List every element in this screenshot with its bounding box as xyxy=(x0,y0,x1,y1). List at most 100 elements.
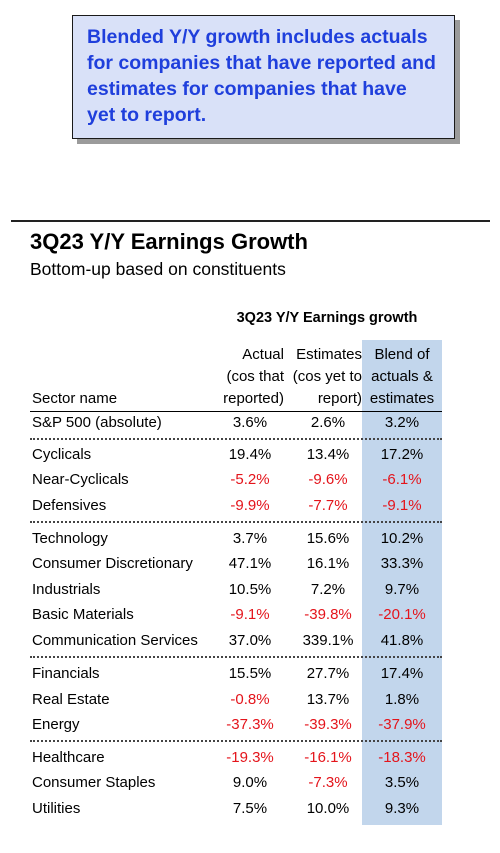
actual-value: -37.3% xyxy=(226,716,274,733)
blend-value: 1.8% xyxy=(384,691,420,708)
estimates-value: 339.1% xyxy=(302,632,354,649)
table-row: S&P 500 (absolute) 3.6% 2.6% 3.2% xyxy=(30,412,442,437)
blend-value: 17.4% xyxy=(380,665,424,682)
blend-value: 9.7% xyxy=(384,581,420,598)
sector-name: Energy xyxy=(32,716,80,733)
actual-value: 47.1% xyxy=(228,555,272,572)
sector-name: Healthcare xyxy=(32,749,105,766)
actual-value: 7.5% xyxy=(232,800,268,817)
sector-name: Technology xyxy=(32,530,108,547)
table-row: Real Estate -0.8% 13.7% 1.8% xyxy=(30,689,442,714)
sector-name: Industrials xyxy=(32,581,101,598)
header-actual: Actual (cos that reported) xyxy=(204,344,284,410)
header-estimates: Estimates (cos yet to report) xyxy=(284,344,362,410)
header-blend-line: Blend of xyxy=(374,346,430,363)
sector-name: Real Estate xyxy=(32,691,110,708)
sector-name: Utilities xyxy=(32,800,81,817)
sector-name: Near-Cyclicals xyxy=(32,471,129,488)
table-group-header: 3Q23 Y/Y Earnings growth xyxy=(236,310,418,326)
sector-name: Cyclicals xyxy=(32,446,92,463)
note-line: estimates for companies that have xyxy=(87,78,407,100)
note-line: for companies that have reported and xyxy=(87,52,436,74)
page-title: 3Q23 Y/Y Earnings Growth xyxy=(30,229,308,254)
table-row: Financials 15.5% 27.7% 17.4% xyxy=(30,663,442,688)
row-group-separator xyxy=(30,521,442,523)
blend-value: 9.3% xyxy=(384,800,420,817)
blend-value: -6.1% xyxy=(382,471,422,488)
note-line: Blended Y/Y growth includes actuals xyxy=(87,26,428,48)
header-underline xyxy=(30,411,442,412)
header-blend: Blend of actuals & estimates xyxy=(362,344,442,410)
estimates-value: 2.6% xyxy=(310,414,346,431)
actual-value: -5.2% xyxy=(230,471,270,488)
table-row: Healthcare -19.3% -16.1% -18.3% xyxy=(30,747,442,772)
actual-value: 10.5% xyxy=(228,581,272,598)
header-sector: Sector name xyxy=(32,390,118,407)
section-divider xyxy=(11,220,490,222)
header-actual-line: Actual xyxy=(242,346,284,363)
estimates-value: -7.3% xyxy=(308,774,348,791)
actual-value: -0.8% xyxy=(230,691,270,708)
page-subtitle: Bottom-up based on constituents xyxy=(30,259,286,279)
table-row: Basic Materials -9.1% -39.8% -20.1% xyxy=(30,604,442,629)
blend-value: -18.3% xyxy=(378,749,426,766)
blend-value: 17.2% xyxy=(380,446,424,463)
note-box: Blended Y/Y growth includes actuals for … xyxy=(72,15,455,139)
blend-value: -20.1% xyxy=(378,606,426,623)
sector-name: Consumer Staples xyxy=(32,774,156,791)
sector-name: S&P 500 (absolute) xyxy=(32,414,162,431)
estimates-value: 13.4% xyxy=(306,446,350,463)
blend-value: 41.8% xyxy=(380,632,424,649)
estimates-value: 27.7% xyxy=(306,665,350,682)
actual-value: -9.1% xyxy=(230,606,270,623)
header-actual-line: reported) xyxy=(223,390,284,407)
header-blend-line: actuals & xyxy=(371,368,433,385)
sector-name: Financials xyxy=(32,665,100,682)
actual-value: 19.4% xyxy=(228,446,272,463)
table-row: Energy -37.3% -39.3% -37.9% xyxy=(30,714,442,739)
sector-name: Basic Materials xyxy=(32,606,134,623)
row-group-separator xyxy=(30,438,442,440)
blend-value: -37.9% xyxy=(378,716,426,733)
header-estimates-line: (cos yet to xyxy=(292,368,362,385)
blend-value: 3.5% xyxy=(384,774,420,791)
actual-value: 37.0% xyxy=(228,632,272,649)
actual-value: 15.5% xyxy=(228,665,272,682)
estimates-value: -39.3% xyxy=(304,716,352,733)
estimates-value: 15.6% xyxy=(306,530,350,547)
blend-value: -9.1% xyxy=(382,497,422,514)
table-row: Near-Cyclicals -5.2% -9.6% -6.1% xyxy=(30,469,442,494)
estimates-value: -39.8% xyxy=(304,606,352,623)
estimates-value: -16.1% xyxy=(304,749,352,766)
sector-name: Defensives xyxy=(32,497,107,514)
row-group-separator xyxy=(30,656,442,658)
actual-value: 3.6% xyxy=(232,414,268,431)
header-actual-line: (cos that xyxy=(226,368,284,385)
table-row: Defensives -9.9% -7.7% -9.1% xyxy=(30,495,442,520)
blend-column-highlight xyxy=(362,340,442,825)
header-blend-line: estimates xyxy=(369,390,435,407)
sector-name: Consumer Discretionary xyxy=(32,555,193,572)
header-estimates-line: Estimates xyxy=(296,346,362,363)
table-row: Consumer Staples 9.0% -7.3% 3.5% xyxy=(30,772,442,797)
row-group-separator xyxy=(30,740,442,742)
sector-name: Communication Services xyxy=(32,632,198,649)
actual-value: 9.0% xyxy=(232,774,268,791)
actual-value: -19.3% xyxy=(226,749,274,766)
table-row: Industrials 10.5% 7.2% 9.7% xyxy=(30,579,442,604)
estimates-value: -9.6% xyxy=(308,471,348,488)
table-row: Technology 3.7% 15.6% 10.2% xyxy=(30,528,442,553)
actual-value: -9.9% xyxy=(230,497,270,514)
table-row: Communication Services 37.0% 339.1% 41.8% xyxy=(30,630,442,655)
estimates-value: 7.2% xyxy=(310,581,346,598)
table-row: Cyclicals 19.4% 13.4% 17.2% xyxy=(30,444,442,469)
actual-value: 3.7% xyxy=(232,530,268,547)
blend-value: 10.2% xyxy=(380,530,424,547)
header-estimates-line: report) xyxy=(317,390,362,407)
blend-value: 3.2% xyxy=(384,414,420,431)
note-line: yet to report. xyxy=(87,104,207,126)
table-row: Utilities 7.5% 10.0% 9.3% xyxy=(30,798,442,823)
table-row: Consumer Discretionary 47.1% 16.1% 33.3% xyxy=(30,553,442,578)
estimates-value: -7.7% xyxy=(308,497,348,514)
estimates-value: 16.1% xyxy=(306,555,350,572)
